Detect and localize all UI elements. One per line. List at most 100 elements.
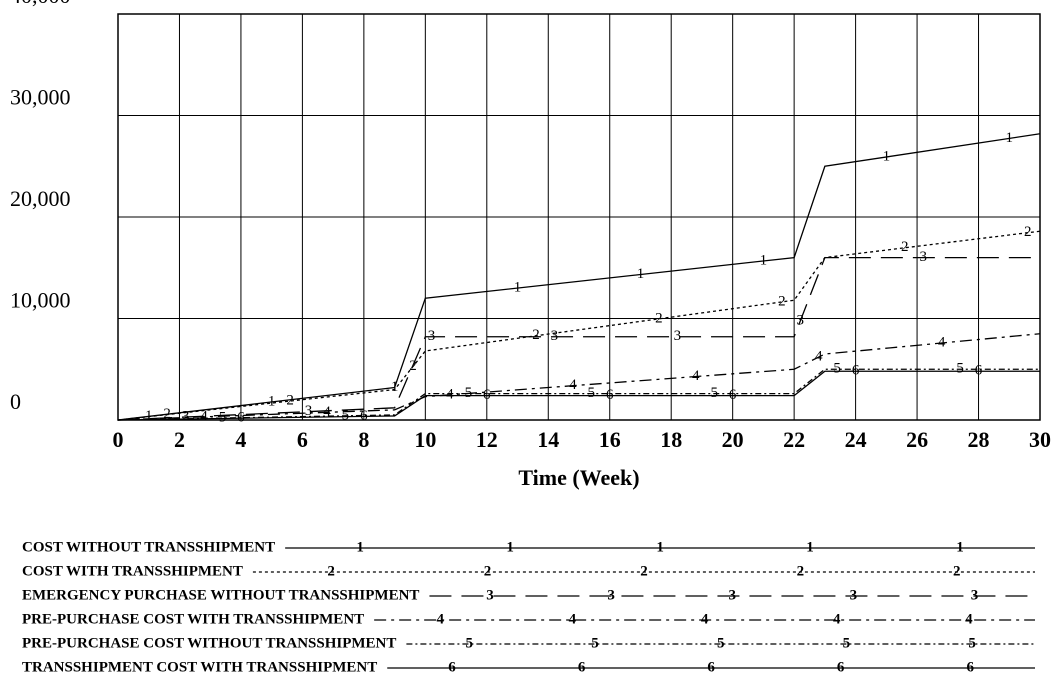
legend-marker: 2 — [327, 563, 335, 579]
series-marker: 1 — [637, 266, 645, 282]
series-marker: 1 — [145, 408, 153, 424]
series-marker: 1 — [268, 393, 276, 409]
series-marker: 3 — [182, 408, 190, 424]
x-tick-label: 4 — [235, 427, 246, 452]
x-axis-label: Time (Week) — [518, 465, 639, 490]
series-marker: 5 — [219, 410, 227, 426]
series-line — [117, 333, 1041, 421]
legend-label: PRE-PURCHASE COST WITH TRANSSHIPMENT — [22, 611, 364, 627]
x-tick-label: 0 — [113, 427, 124, 452]
legend-marker: 2 — [953, 563, 961, 579]
legend-marker: 4 — [965, 611, 973, 627]
x-tick-label: 28 — [968, 427, 990, 452]
legend-marker: 6 — [837, 659, 845, 675]
series-marker: 6 — [237, 410, 245, 426]
series-marker: 4 — [692, 368, 700, 384]
series-marker: 1 — [883, 148, 891, 164]
x-tick-label: 26 — [906, 427, 928, 452]
series-marker: 3 — [797, 312, 805, 328]
legend-marker: 3 — [607, 587, 615, 603]
legend-marker: 3 — [486, 587, 494, 603]
series-marker: 2 — [901, 239, 909, 255]
x-tick-label: 22 — [783, 427, 805, 452]
series-marker: 4 — [815, 349, 823, 365]
series-marker: 5 — [710, 385, 718, 401]
legend-marker: 1 — [356, 539, 364, 555]
series-marker: 2 — [286, 392, 294, 408]
series-marker: 5 — [833, 361, 841, 377]
series-marker: 2 — [778, 293, 786, 309]
x-tick-label: 14 — [537, 427, 559, 452]
series-marker: 1 — [1006, 130, 1014, 146]
x-tick-label: 18 — [660, 427, 682, 452]
legend-marker: 6 — [966, 659, 974, 675]
series-marker: 2 — [163, 406, 171, 422]
x-tick-label: 2 — [174, 427, 185, 452]
x-tick-label: 12 — [476, 427, 498, 452]
series-marker: 3 — [551, 328, 559, 344]
y-tick-label: 40,000 — [10, 0, 71, 8]
series-line — [117, 133, 1041, 421]
legend-marker: 4 — [701, 611, 709, 627]
series-marker: 6 — [852, 363, 860, 379]
y-tick-label: 20,000 — [10, 186, 71, 211]
series-marker: 5 — [465, 385, 473, 401]
series-marker: 4 — [446, 386, 454, 402]
series-marker: 2 — [532, 327, 540, 343]
legend-label: EMERGENCY PURCHASE WITHOUT TRANSSHIPMENT — [22, 587, 419, 603]
series-marker: 1 — [514, 279, 522, 295]
series-marker: 6 — [483, 387, 491, 403]
series-marker: 4 — [938, 334, 946, 350]
legend-label: COST WITHOUT TRANSSHIPMENT — [22, 539, 275, 555]
series-line — [117, 368, 1040, 421]
series-marker: 3 — [919, 249, 927, 265]
legend-marker: 1 — [806, 539, 814, 555]
legend-marker: 3 — [728, 587, 736, 603]
series-marker: 3 — [674, 328, 682, 344]
legend-marker: 5 — [843, 635, 851, 651]
series-line — [117, 230, 1041, 421]
series-marker: 6 — [606, 387, 614, 403]
series-line — [117, 370, 1040, 421]
series-marker: 6 — [975, 363, 983, 379]
legend-label: COST WITH TRANSSHIPMENT — [22, 563, 243, 579]
legend-marker: 3 — [971, 587, 979, 603]
y-tick-label: 0 — [10, 389, 21, 414]
x-tick-label: 20 — [722, 427, 744, 452]
x-tick-label: 24 — [845, 427, 867, 452]
series-marker: 1 — [760, 252, 768, 268]
legend-marker: 6 — [707, 659, 715, 675]
series-marker: 3 — [428, 328, 436, 344]
legend-marker: 2 — [484, 563, 492, 579]
series-marker: 6 — [729, 387, 737, 403]
y-tick-label: 10,000 — [10, 288, 71, 313]
series-marker: 1 — [391, 379, 399, 395]
legend-marker: 2 — [640, 563, 648, 579]
legend-marker: 1 — [656, 539, 664, 555]
x-tick-label: 8 — [358, 427, 369, 452]
legend-marker: 4 — [833, 611, 841, 627]
legend-marker: 3 — [850, 587, 858, 603]
legend-marker: 5 — [466, 635, 474, 651]
legend-marker: 2 — [797, 563, 805, 579]
legend-marker: 4 — [436, 611, 444, 627]
series-marker: 5 — [588, 385, 596, 401]
legend-marker: 5 — [591, 635, 599, 651]
series-line — [117, 256, 1040, 421]
legend-marker: 4 — [569, 611, 577, 627]
legend-marker: 1 — [506, 539, 514, 555]
legend-label: PRE-PURCHASE COST WITHOUT TRANSSHIPMENT — [22, 635, 396, 651]
legend-marker: 6 — [448, 659, 456, 675]
series-marker: 4 — [569, 377, 577, 393]
series-marker: 2 — [655, 310, 663, 326]
legend-marker: 5 — [717, 635, 725, 651]
legend-marker: 6 — [578, 659, 586, 675]
x-tick-label: 6 — [297, 427, 308, 452]
series-marker: 5 — [342, 407, 350, 423]
series-marker: 4 — [323, 404, 331, 420]
x-tick-label: 30 — [1029, 427, 1051, 452]
y-tick-label: 30,000 — [10, 85, 71, 110]
x-tick-label: 10 — [414, 427, 436, 452]
series-marker: 4 — [200, 408, 208, 424]
